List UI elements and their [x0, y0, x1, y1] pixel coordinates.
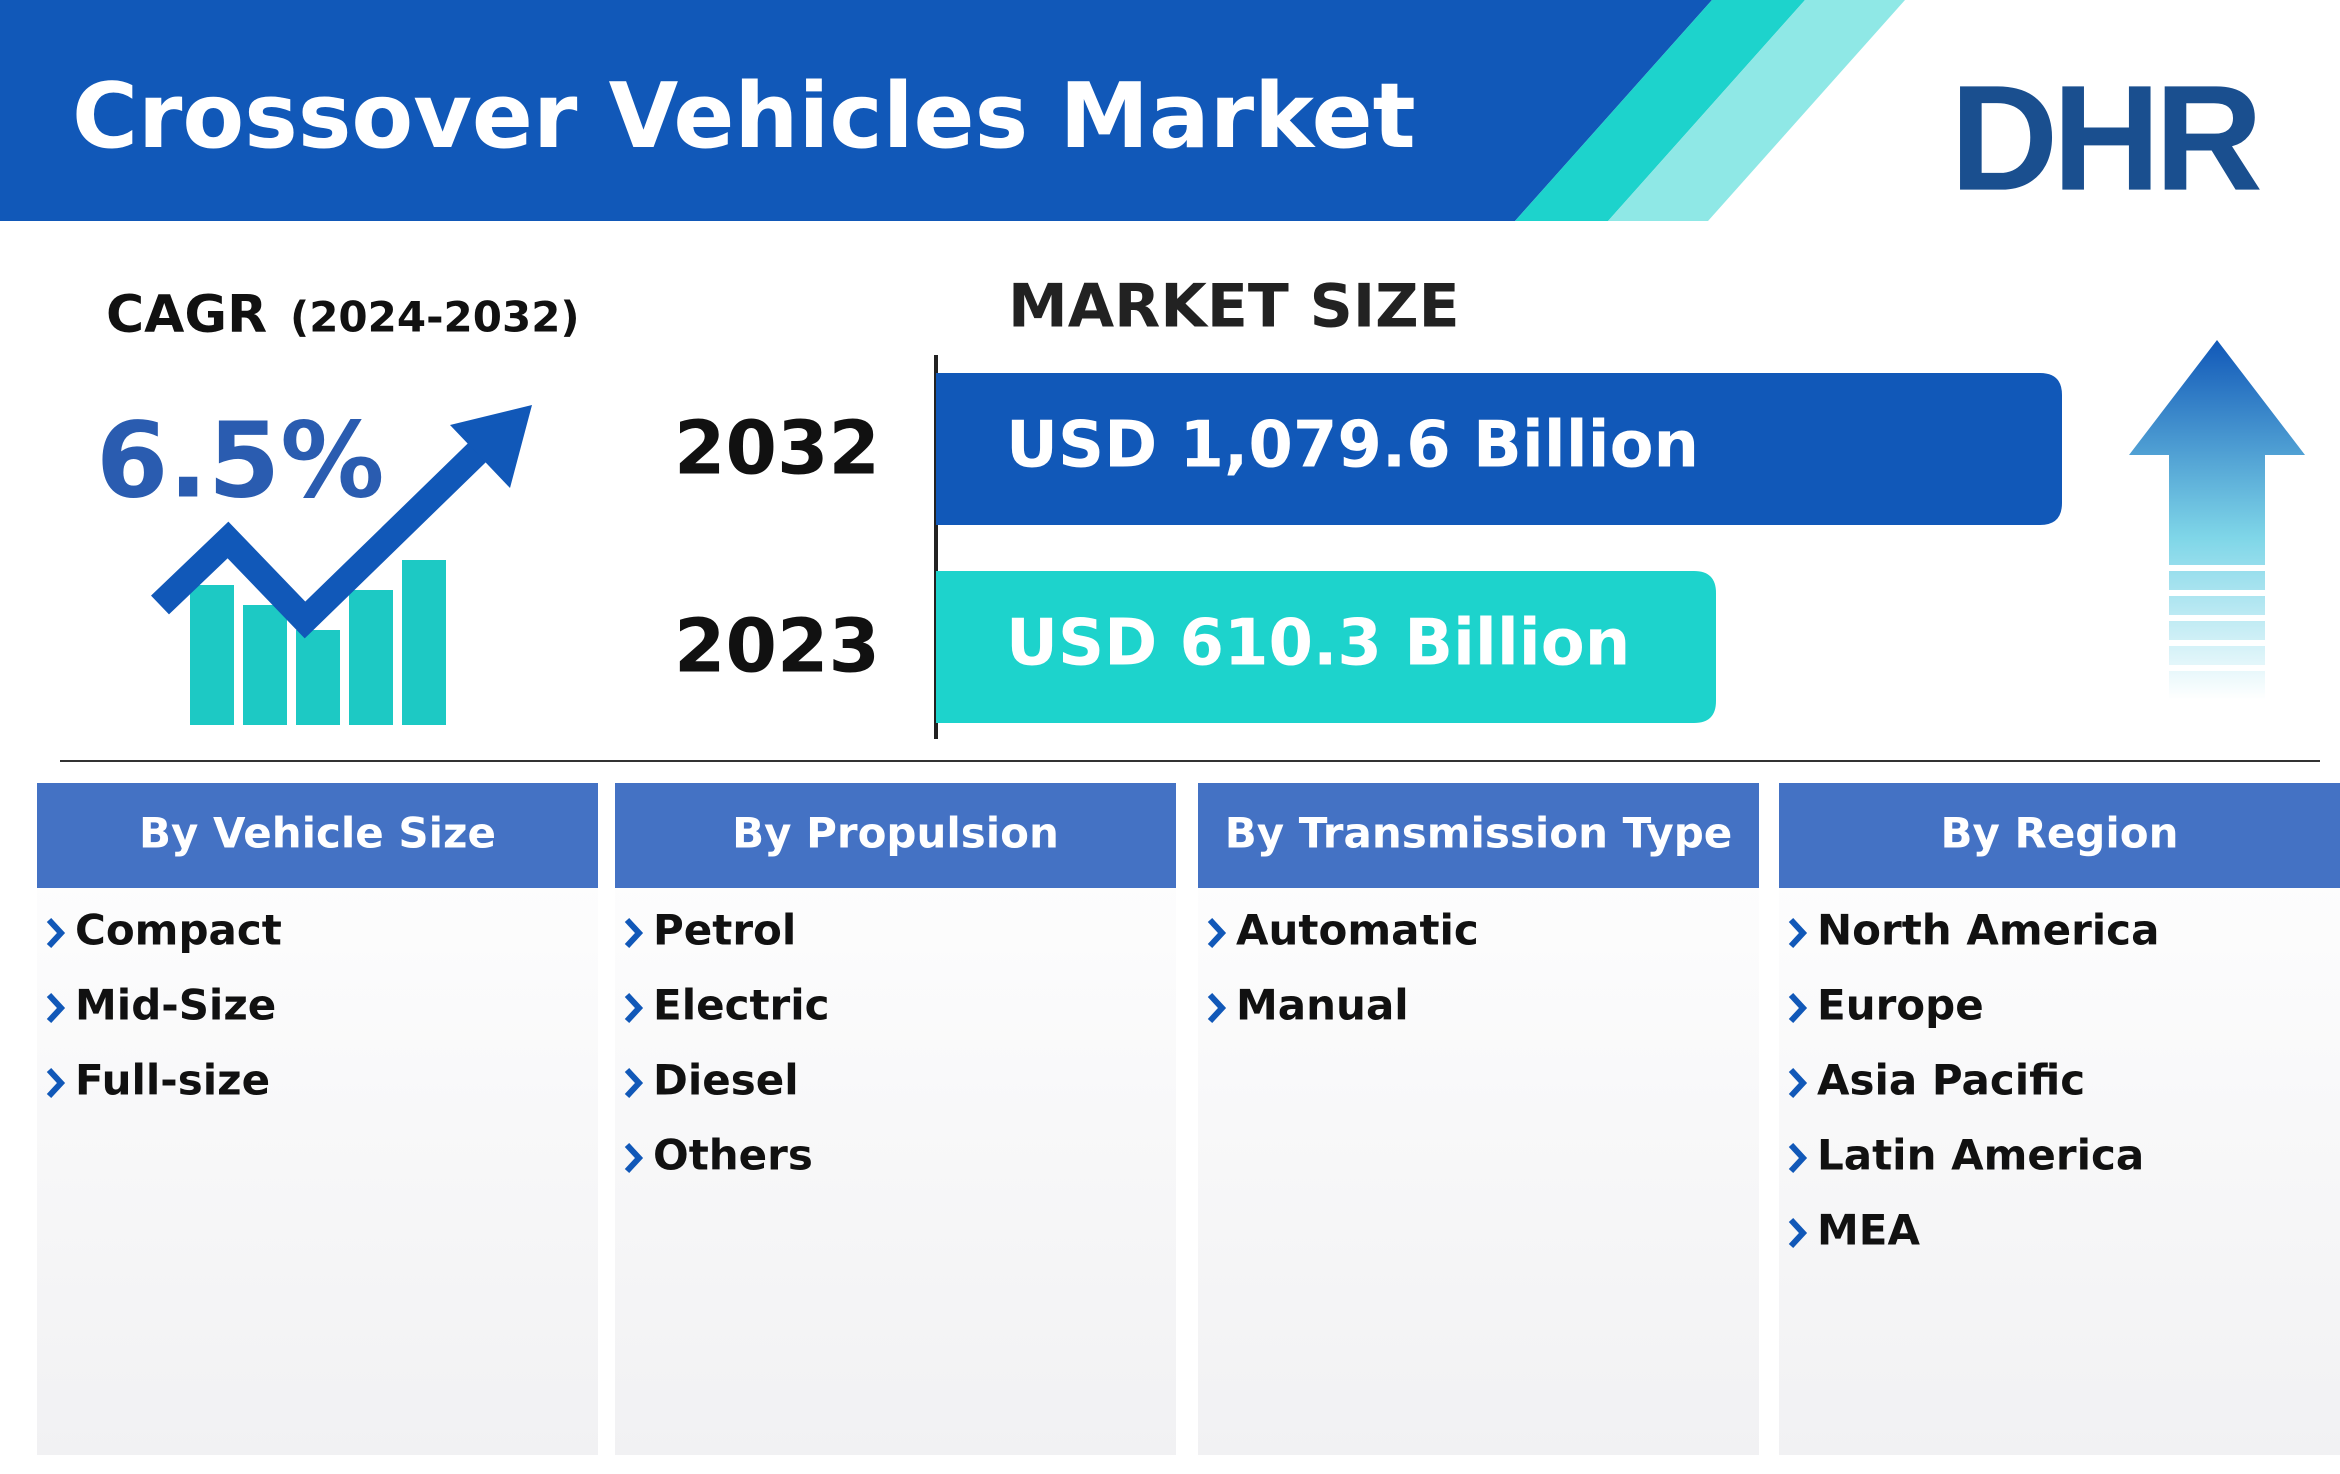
year-label: 2023 [674, 604, 880, 690]
growth-arrowhead [450, 405, 532, 488]
chevron [624, 1142, 644, 1174]
panel-title: By Propulsion [732, 809, 1059, 858]
header-stripe [1608, 0, 1905, 221]
market-bar [936, 373, 2062, 525]
segment-item: North America [1817, 906, 2159, 955]
title: Crossover Vehicles Market [72, 64, 1416, 169]
year-label: 2032 [674, 406, 880, 492]
segment-item: Mid-Size [75, 981, 276, 1030]
panel [615, 783, 1176, 1455]
chevron [624, 992, 644, 1024]
segment-item: Asia Pacific [1817, 1056, 2085, 1105]
segment-item: Manual [1236, 981, 1409, 1030]
market-value: USD 610.3 Billion [1006, 607, 1630, 681]
chevron [46, 917, 66, 949]
segment-item: Petrol [653, 906, 796, 955]
chevron [1788, 992, 1808, 1024]
logo: DHR [1950, 54, 2261, 222]
chevron [1788, 1067, 1808, 1099]
panel-title: By Region [1940, 809, 2178, 858]
cagr-value: 6.5% [96, 399, 384, 521]
market-bar [936, 571, 1716, 723]
segment-item: Latin America [1817, 1131, 2144, 1180]
chevron [1788, 1142, 1808, 1174]
growth-arrow [151, 430, 500, 639]
market-size-title: MARKET SIZE [1008, 272, 1460, 342]
chevron [624, 917, 644, 949]
panel-header [1198, 783, 1759, 888]
chevron [46, 992, 66, 1024]
panel-header [615, 783, 1176, 888]
segment-item: Automatic [1236, 906, 1479, 955]
segment-item: Electric [653, 981, 830, 1030]
chevron [1207, 992, 1227, 1024]
panel-title: By Vehicle Size [139, 809, 496, 858]
panel-title: By Transmission Type [1225, 809, 1733, 858]
panel [1198, 783, 1759, 1455]
chevron [624, 1067, 644, 1099]
cagr-label: CAGR [106, 285, 267, 345]
panel-header [37, 783, 598, 888]
segment-item: MEA [1817, 1206, 1920, 1255]
panel [37, 783, 598, 1455]
segment-item: Others [653, 1131, 813, 1180]
chevron [1207, 917, 1227, 949]
market-value: USD 1,079.6 Billion [1006, 409, 1699, 483]
chevron [1788, 1217, 1808, 1249]
header-stripe [1515, 0, 1805, 221]
segment-item: Full-size [75, 1056, 270, 1105]
segment-item: Compact [75, 906, 282, 955]
chevron [46, 1067, 66, 1099]
segment-item: Diesel [653, 1056, 799, 1105]
cagr-period: (2024-2032) [290, 293, 580, 342]
up-arrow [2129, 340, 2305, 700]
chevron [1788, 917, 1808, 949]
panel-header [1779, 783, 2340, 888]
growth-icon [190, 560, 446, 725]
segment-item: Europe [1817, 981, 1984, 1030]
arrow-gaps [2160, 565, 2280, 671]
panel [1779, 783, 2340, 1455]
header-band [0, 0, 1712, 221]
